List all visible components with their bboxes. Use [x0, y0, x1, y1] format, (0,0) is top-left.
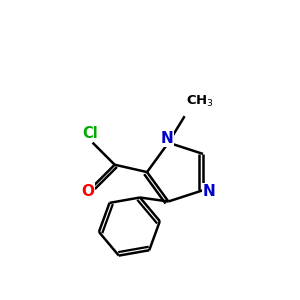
Text: CH$_3$: CH$_3$: [186, 94, 214, 109]
Text: O: O: [82, 184, 95, 199]
Text: N: N: [160, 131, 173, 146]
Text: Cl: Cl: [82, 126, 98, 141]
Text: N: N: [203, 184, 216, 199]
